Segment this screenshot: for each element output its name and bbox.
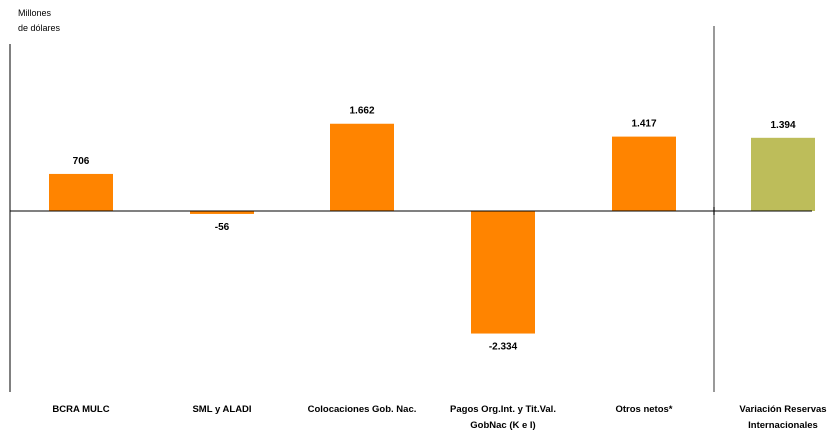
bar-0: [49, 173, 113, 211]
bar-2: [330, 123, 394, 211]
value-label-3: -2.334: [489, 342, 518, 353]
category-label-2: Colocaciones Gob. Nac.: [308, 404, 417, 415]
value-label-1: -56: [215, 222, 230, 233]
bar-1: [190, 211, 254, 214]
category-label-5: Variación Reservas: [739, 404, 826, 415]
value-label-5: 1.394: [770, 120, 795, 131]
bar-5: [751, 137, 815, 211]
category-label-5-line-2: Internacionales: [748, 420, 818, 431]
y-axis-label: Millones de dólares: [18, 6, 60, 36]
category-label-4: Otros netos*: [615, 404, 672, 415]
bars-group: [49, 123, 815, 334]
category-label-3-line-2: GobNac (K e I): [470, 420, 535, 431]
value-label-0: 706: [73, 156, 90, 167]
category-label-1: SML y ALADI: [192, 404, 251, 415]
bar-3: [471, 211, 535, 334]
value-label-2: 1.662: [349, 106, 374, 117]
category-label-3: Pagos Org.Int. y Tit.Val.: [450, 404, 556, 415]
y-axis-label-line-2: de dólares: [18, 23, 61, 33]
value-labels-group: 706 -56 1.662 -2.334 1.417 1.394: [73, 106, 796, 353]
y-axis-label-line-1: Millones: [18, 8, 52, 18]
category-label-0: BCRA MULC: [52, 404, 109, 415]
category-labels-group: BCRA MULC SML y ALADI Colocaciones Gob. Na…: [52, 404, 826, 431]
value-label-4: 1.417: [631, 119, 656, 130]
bar-4: [612, 136, 676, 211]
